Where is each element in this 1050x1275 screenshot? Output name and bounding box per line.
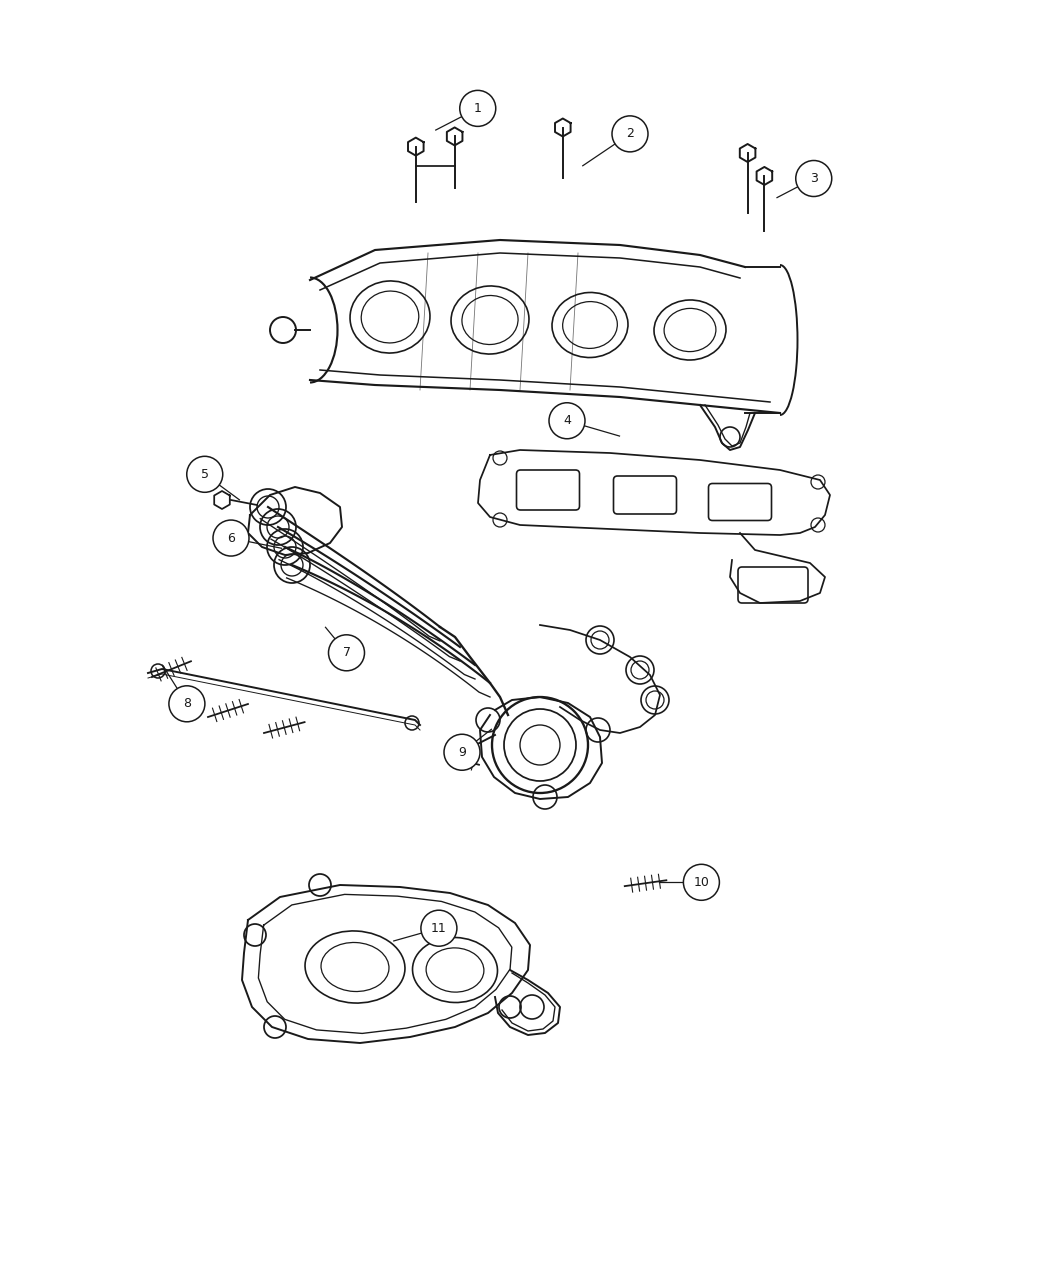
Circle shape (612, 116, 648, 152)
Circle shape (549, 403, 585, 439)
Text: 5: 5 (201, 468, 209, 481)
Text: 4: 4 (563, 414, 571, 427)
Circle shape (460, 91, 496, 126)
Text: 9: 9 (458, 746, 466, 759)
Text: 3: 3 (810, 172, 818, 185)
Text: 2: 2 (626, 128, 634, 140)
Circle shape (213, 520, 249, 556)
Circle shape (684, 864, 719, 900)
Circle shape (169, 686, 205, 722)
Text: 8: 8 (183, 697, 191, 710)
Text: 11: 11 (430, 922, 447, 935)
Text: 7: 7 (342, 646, 351, 659)
Text: 1: 1 (474, 102, 482, 115)
Circle shape (329, 635, 364, 671)
Circle shape (421, 910, 457, 946)
Circle shape (444, 734, 480, 770)
Circle shape (187, 456, 223, 492)
Text: 6: 6 (227, 532, 235, 544)
Text: 10: 10 (693, 876, 710, 889)
Circle shape (796, 161, 832, 196)
